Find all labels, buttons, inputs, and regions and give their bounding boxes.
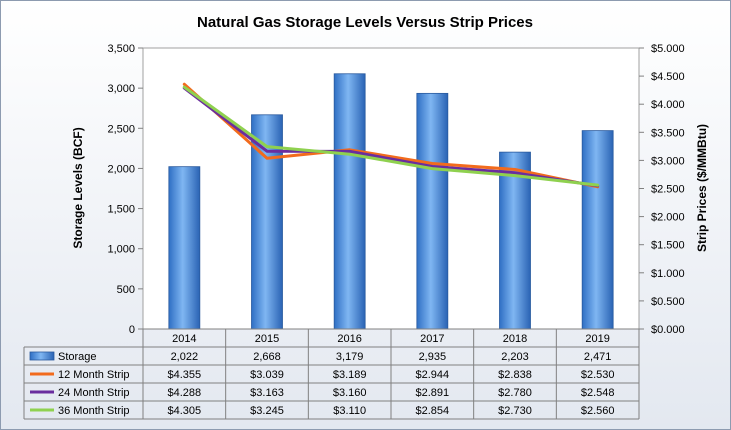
- plot-area: [142, 47, 640, 330]
- y-right-tick-label: $4.000: [651, 99, 685, 111]
- 24-month-strip-table-value: $4.288: [168, 387, 202, 399]
- storage-table-value: 2,203: [501, 351, 529, 363]
- y-right-tick-label: $4.500: [651, 71, 685, 83]
- y-right-tick-label: $3.000: [651, 155, 685, 167]
- y-right-tick-label: $0.500: [651, 296, 685, 308]
- 36-month-strip-table-value: $4.305: [168, 405, 202, 417]
- 36-month-strip-table-value: $2.730: [498, 405, 532, 417]
- 12-month-strip-table-value: $2.838: [498, 369, 532, 381]
- 24-month-strip-table-value: $2.891: [416, 387, 450, 399]
- y-right-tick-label: $0.000: [651, 324, 685, 336]
- y-left-axis-title: Storage Levels (BCF): [71, 127, 85, 248]
- storage-legend-key: [29, 351, 55, 361]
- y-right-tick-label: $2.000: [651, 212, 685, 224]
- storage-bar: [581, 130, 614, 330]
- 12-month-strip-legend-label: 12 Month Strip: [58, 369, 130, 381]
- y-right-tick-label: $2.500: [651, 184, 685, 196]
- 24-month-strip-table-value: $3.163: [250, 387, 284, 399]
- y-right-axis-title: Strip Prices ($/MMBtu): [695, 124, 709, 252]
- storage-bar: [499, 151, 531, 330]
- data-table: 2014 2015 2016 2017 2018 2019 Storage 2,022 2,66…: [23, 328, 640, 420]
- 12-month-strip-table-value: $4.355: [168, 369, 202, 381]
- storage-table-value: 2,935: [419, 351, 447, 363]
- storage-table-value: 2,471: [584, 351, 612, 363]
- storage-legend-label: Storage: [58, 351, 97, 363]
- y-left-tick-label: 0: [129, 324, 135, 336]
- 36-month-strip-legend-label: 36 Month Strip: [58, 405, 130, 417]
- storage-table-value: 3,179: [336, 351, 364, 363]
- 12-month-strip-table-value: $3.039: [250, 369, 284, 381]
- category-label: 2018: [503, 333, 527, 345]
- 36-month-strip-table-value: $2.854: [416, 405, 450, 417]
- 36-month-strip-table-value: $2.560: [581, 405, 615, 417]
- 12-month-strip-table-value: $3.189: [333, 369, 367, 381]
- category-label: 2014: [172, 333, 196, 345]
- strip-lines: [182, 82, 600, 189]
- 36-month-strip-line: [182, 85, 600, 187]
- category-label: 2016: [337, 333, 361, 345]
- y-left-tick-label: 3,000: [107, 83, 135, 95]
- y-left-ticks: 0 500 1,000 1,500 2,000 2,500 3,000 3,500: [107, 43, 143, 336]
- storage-table-value: 2,668: [253, 351, 281, 363]
- 12-month-strip-table-value: $2.944: [416, 369, 450, 381]
- 24-month-strip-table-value: $3.160: [333, 387, 367, 399]
- y-left-tick-label: 500: [117, 284, 135, 296]
- 24-month-strip-table-value: $2.548: [581, 387, 615, 399]
- y-right-tick-label: $3.500: [651, 127, 685, 139]
- y-right-ticks: $0.000 $0.500 $1.000 $1.500 $2.000 $2.500 $3.0…: [639, 43, 685, 336]
- y-left-tick-label: 2,500: [107, 123, 135, 135]
- 36-month-strip-table-value: $3.245: [250, 405, 284, 417]
- y-right-tick-label: $1.500: [651, 240, 685, 252]
- 24-month-strip-table-value: $2.780: [498, 387, 532, 399]
- 36-month-strip-table-value: $3.110: [333, 405, 366, 417]
- y-left-tick-label: 1,500: [107, 204, 135, 216]
- 12-month-strip-table-value: $2.530: [581, 369, 615, 381]
- y-left-tick-label: 3,500: [107, 43, 135, 55]
- chart-title: Natural Gas Storage Levels Versus Strip …: [197, 14, 533, 31]
- category-label: 2015: [255, 333, 279, 345]
- category-label: 2019: [585, 333, 609, 345]
- y-left-tick-label: 1,000: [107, 244, 135, 256]
- storage-table-value: 2,022: [171, 351, 199, 363]
- category-label: 2017: [420, 333, 444, 345]
- y-right-tick-label: $1.000: [651, 268, 685, 280]
- storage-bar: [168, 166, 201, 330]
- storage-bar: [416, 92, 449, 330]
- 24-month-strip-line: [182, 86, 600, 188]
- y-right-tick-label: $5.000: [651, 43, 685, 55]
- y-left-tick-label: 2,000: [107, 163, 135, 175]
- storage-bar: [333, 73, 366, 330]
- 12-month-strip-line: [182, 82, 600, 189]
- 24-month-strip-legend-label: 24 Month Strip: [58, 387, 130, 399]
